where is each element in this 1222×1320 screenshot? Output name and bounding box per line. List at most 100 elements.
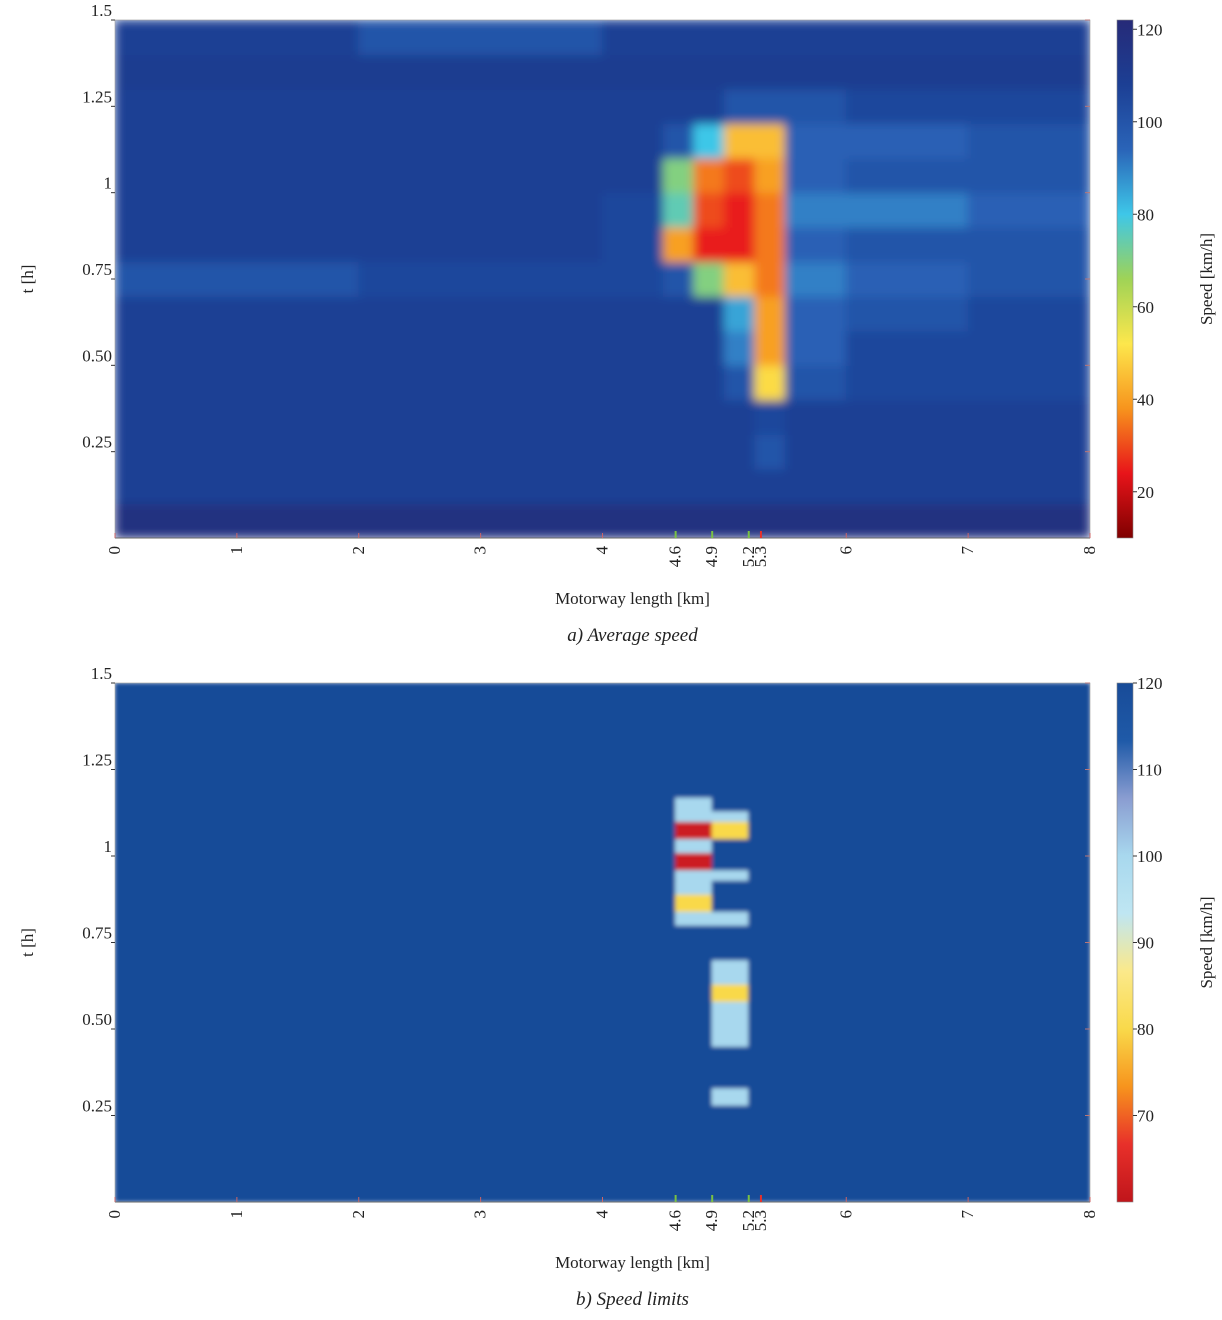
heat-cell [480, 54, 603, 90]
heat-cell [480, 468, 603, 504]
heat-cell [602, 261, 664, 297]
heat-cell [784, 226, 847, 263]
heat-cell [748, 869, 1090, 881]
heat-cell [748, 959, 1090, 985]
heat-cell [784, 54, 847, 90]
x-tick-label: 6 [836, 546, 855, 555]
heat-cell [115, 1087, 677, 1106]
heat-cell [480, 399, 603, 435]
heat-cell [602, 295, 664, 332]
heat-cell [662, 20, 695, 56]
heat-cell [723, 88, 756, 125]
heat-cell [845, 502, 969, 538]
colorbar-tick-label: 120 [1137, 20, 1163, 39]
heat-cell [358, 364, 482, 401]
heat-cell [967, 433, 1090, 470]
heat-cell [358, 502, 482, 538]
heat-cell [602, 433, 664, 470]
heat-cell [693, 192, 725, 228]
x-tick-label: 1 [227, 1210, 246, 1219]
heat-cell [480, 226, 603, 263]
heat-cell [675, 879, 713, 895]
heat-cell [723, 399, 756, 435]
heat-cell [693, 123, 725, 159]
heat-cell [662, 364, 695, 401]
heat-cell [723, 20, 756, 56]
heat-cell [723, 433, 756, 470]
heat-cell [236, 468, 360, 504]
y-tick-label: 0.25 [82, 1097, 112, 1116]
y-tick-label: 1.5 [91, 1, 112, 20]
heat-cell [754, 226, 786, 263]
heat-cell [602, 192, 664, 228]
heat-cell [845, 123, 969, 159]
colorbar-tick-label: 20 [1137, 483, 1154, 502]
x-tick-label: 4 [593, 1210, 612, 1219]
heat-cell [711, 924, 750, 961]
heat-cell [675, 1087, 713, 1106]
heat-cell [358, 330, 482, 366]
heat-cell [236, 88, 360, 125]
heat-cell [711, 1045, 750, 1089]
heat-cell [723, 226, 756, 263]
heat-cell [115, 502, 238, 538]
heat-cell [967, 295, 1090, 332]
heat-cell [358, 54, 482, 90]
heat-cell [723, 364, 756, 401]
heat-cell [754, 261, 786, 297]
heat-cell [693, 20, 725, 56]
heat-cell [748, 683, 1090, 798]
heat-cell [723, 54, 756, 90]
heat-cell [236, 364, 360, 401]
heat-cell [711, 820, 750, 840]
heat-cell [693, 433, 725, 470]
heat-cell [754, 364, 786, 401]
heat-cell [711, 838, 750, 854]
heat-cell [115, 959, 677, 985]
heat-cell [723, 123, 756, 159]
heat-cell [115, 295, 238, 332]
heat-cell [602, 364, 664, 401]
heat-cell [748, 983, 1090, 1002]
heat-cell [784, 433, 847, 470]
x-tick-label: 4.9 [702, 546, 721, 567]
x-tick-label: 8 [1080, 1210, 1099, 1219]
x-tick-label: 4.9 [702, 1210, 721, 1231]
heat-cell [754, 20, 786, 56]
x-tick-label: 2 [349, 546, 368, 555]
heat-cell [845, 54, 969, 90]
y-tick-label: 1.25 [82, 751, 112, 770]
heat-cell [784, 330, 847, 366]
heat-cell [115, 261, 238, 297]
colorbar-tick-label: 70 [1137, 1107, 1154, 1126]
heat-cell [748, 910, 1090, 926]
heat-cell [236, 399, 360, 435]
heat-cell [711, 893, 750, 912]
heat-cell [711, 810, 750, 822]
heat-cell [675, 1045, 713, 1089]
heat-cell [845, 399, 969, 435]
heat-cell [480, 433, 603, 470]
heat-cell [358, 261, 482, 297]
heat-cell [693, 54, 725, 90]
heat-cell [723, 502, 756, 538]
heat-cell [236, 330, 360, 366]
heat-cell [358, 399, 482, 435]
heat-cell [662, 192, 695, 228]
heat-cell [748, 852, 1090, 871]
heatmap [115, 20, 1090, 538]
heat-cell [693, 502, 725, 538]
heat-cell [723, 192, 756, 228]
heat-cell [675, 1000, 713, 1047]
y-tick-label: 0.50 [82, 1010, 112, 1029]
heat-cell [662, 54, 695, 90]
heat-cell [236, 123, 360, 159]
heat-cell [602, 399, 664, 435]
heat-cell [845, 364, 969, 401]
heat-cell [711, 683, 750, 798]
colorbar-tick-label: 90 [1137, 934, 1154, 953]
heat-cell [845, 295, 969, 332]
x-tick-label: 8 [1080, 546, 1099, 555]
heat-cell [602, 88, 664, 125]
heat-cell [711, 879, 750, 895]
